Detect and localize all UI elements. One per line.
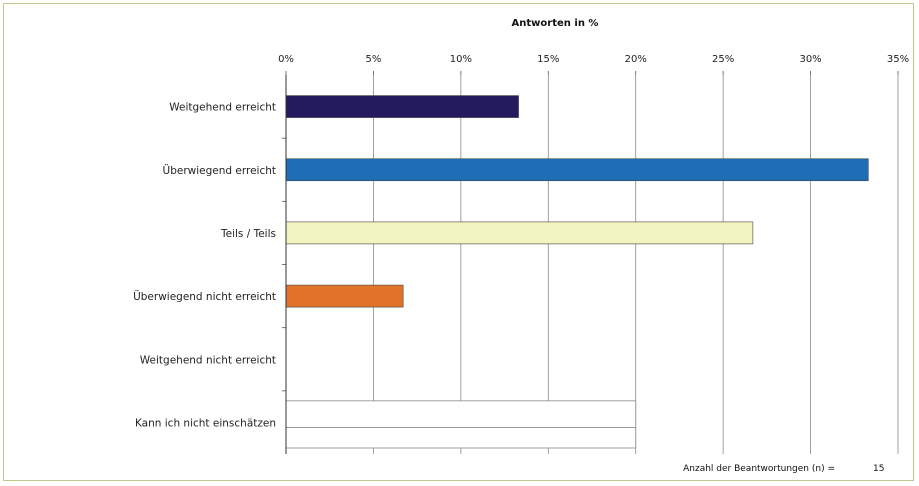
- chart-title: Antworten in %: [512, 18, 599, 29]
- footnote-value: 15: [873, 464, 884, 474]
- footnote-label: Anzahl der Beantwortungen (n) =: [683, 464, 835, 474]
- bar: [286, 159, 868, 181]
- category-label: Weitgehend nicht erreicht: [140, 354, 276, 366]
- category-label: Überwiegend erreicht: [163, 164, 276, 177]
- x-tick-label: 20%: [625, 54, 647, 65]
- x-tick-label: 35%: [887, 54, 909, 65]
- category-label: Weitgehend erreicht: [169, 102, 276, 114]
- category-labels: Weitgehend erreicht Überwiegend erreicht T…: [133, 102, 286, 430]
- gridlines: [286, 71, 898, 454]
- x-tick-label: 10%: [450, 54, 472, 65]
- bar: [286, 222, 753, 244]
- x-tick-label: 5%: [365, 54, 381, 65]
- category-label: Überwiegend nicht erreicht: [133, 290, 276, 303]
- category-label: Teils / Teils: [220, 228, 276, 240]
- placeholder-box: [286, 401, 636, 448]
- bar: [286, 285, 403, 307]
- placeholder-rect: [286, 401, 636, 448]
- x-tick-label: 30%: [799, 54, 821, 65]
- x-tick-label: 25%: [712, 54, 734, 65]
- category-label: Kann ich nicht einschätzen: [135, 417, 276, 429]
- x-tick-labels: 0% 5% 10% 15% 20% 25% 30% 35%: [278, 54, 909, 65]
- x-tick-label: 15%: [537, 54, 559, 65]
- x-tick-label: 0%: [278, 54, 294, 65]
- bar: [286, 96, 519, 118]
